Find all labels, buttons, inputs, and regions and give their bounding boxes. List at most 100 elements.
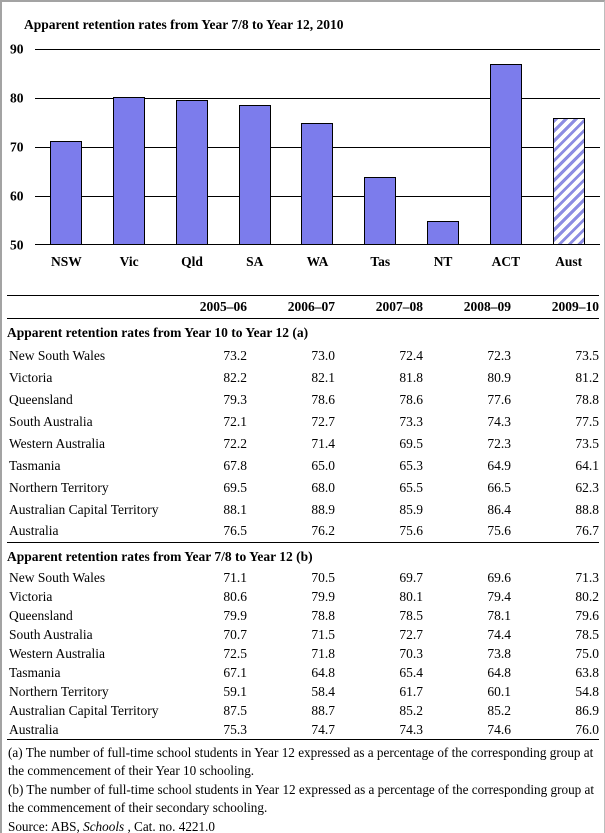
source-prefix: Source: ABS,: [8, 819, 84, 833]
row-label: Western Australia: [9, 435, 106, 451]
cell-value: 88.1: [223, 501, 247, 517]
cell-value: 82.1: [311, 369, 335, 385]
cell-value: 81.8: [399, 369, 423, 385]
cell-value: 65.5: [399, 479, 423, 495]
y-axis-tick-label: 50: [10, 237, 24, 253]
cell-value: 73.2: [223, 347, 247, 363]
cell-value: 85.2: [487, 703, 511, 718]
cell-value: 80.1: [399, 589, 423, 604]
cell-value: 85.2: [399, 703, 423, 718]
cell-value: 58.4: [311, 684, 335, 699]
cell-value: 79.4: [487, 589, 511, 604]
column-header: 2006–07: [287, 299, 335, 314]
cell-value: 77.6: [487, 391, 511, 407]
x-axis-label: SA: [246, 254, 264, 269]
cell-value: 88.8: [575, 501, 599, 517]
cell-value: 74.3: [487, 413, 511, 429]
table-row: Tasmania 67.8 65.0 65.3 64.9 64.1: [7, 455, 599, 477]
source-suffix: , Cat. no. 4221.0: [124, 819, 215, 833]
row-label: Northern Territory: [9, 684, 109, 699]
cell-value: 81.2: [575, 369, 599, 385]
footnote-a: (a) The number of full-time school stude…: [8, 745, 594, 778]
column-header: 2008–09: [463, 299, 511, 314]
row-label: South Australia: [9, 627, 93, 642]
bar-sa: [238, 105, 271, 245]
cell-value: 73.0: [311, 347, 335, 363]
cell-value: 60.1: [487, 684, 511, 699]
y-axis-tick-label: 80: [10, 90, 24, 106]
table-row: South Australia 70.7 71.5 72.7 74.4 78.5: [7, 626, 599, 645]
cell-value: 66.5: [487, 479, 511, 495]
table-row: Australian Capital Territory 87.5 88.7 85.2…: [7, 702, 599, 721]
gridline: [35, 98, 600, 99]
section-heading: Apparent retention rates from Year 10 to…: [7, 324, 309, 340]
y-axis-tick-label: 90: [10, 41, 24, 57]
cell-value: 64.1: [575, 457, 599, 473]
cell-value: 62.3: [575, 479, 599, 495]
section-heading-row: Apparent retention rates from Year 7/8 t…: [7, 543, 599, 569]
cell-value: 71.5: [311, 627, 335, 642]
table-header-row: 2005–06 2006–07 2007–08 2008–09 2009–10: [7, 295, 599, 319]
cell-value: 86.9: [575, 703, 599, 718]
bar-nsw: [50, 140, 83, 245]
y-axis: 90 80 70 60 50: [2, 42, 35, 251]
source-publication: Schools: [83, 819, 125, 833]
row-label: Western Australia: [9, 646, 106, 661]
cell-value: 71.4: [311, 435, 335, 451]
table-row: Northern Territory 59.1 58.4 61.7 60.1 54.8: [7, 683, 599, 702]
cell-value: 77.5: [575, 413, 599, 429]
table-row: South Australia 72.1 72.7 73.3 74.3 77.5: [7, 411, 599, 433]
x-axis-label: NT: [433, 254, 453, 269]
cell-value: 69.5: [399, 435, 423, 451]
table-row: Australian Capital Territory 88.1 88.9 85.9…: [7, 499, 599, 521]
table-row: Western Australia 72.5 71.8 70.3 73.8 75.0: [7, 645, 599, 664]
cell-value: 78.6: [399, 391, 423, 407]
cell-value: 61.7: [399, 684, 423, 699]
cell-value: 78.5: [575, 627, 599, 642]
cell-value: 69.6: [487, 570, 511, 585]
row-label: Victoria: [9, 369, 53, 385]
cell-value: 86.4: [487, 501, 511, 517]
cell-value: 71.1: [223, 570, 247, 585]
x-axis-label: Tas: [370, 254, 391, 269]
cell-value: 54.8: [575, 684, 599, 699]
cell-value: 65.3: [399, 457, 423, 473]
cell-value: 80.6: [223, 589, 247, 604]
table-row: New South Wales 73.2 73.0 72.4 72.3 73.5: [7, 345, 599, 367]
cell-value: 79.3: [223, 391, 247, 407]
cell-value: 71.8: [311, 646, 335, 661]
cell-value: 76.2: [311, 523, 335, 539]
cell-value: 82.2: [223, 369, 247, 385]
column-header: 2007–08: [375, 299, 423, 314]
cell-value: 74.6: [487, 721, 511, 737]
cell-value: 80.2: [575, 589, 599, 604]
table-row: Western Australia 72.2 71.4 69.5 72.3 73.5: [7, 433, 599, 455]
plot-area: [35, 49, 600, 245]
row-label: Australia: [9, 721, 59, 737]
column-header: 2009–10: [551, 299, 599, 314]
cell-value: 64.9: [487, 457, 511, 473]
table-row: Queensland 79.9 78.8 78.5 78.1 79.6: [7, 607, 599, 626]
cell-value: 73.5: [575, 347, 599, 363]
cell-value: 76.7: [575, 523, 599, 539]
table-body: Apparent retention rates from Year 10 to…: [7, 319, 599, 740]
cell-value: 72.4: [399, 347, 423, 363]
x-axis-label: Qld: [181, 254, 203, 269]
cell-value: 78.5: [399, 608, 423, 623]
cell-value: 70.7: [223, 627, 247, 642]
cell-value: 73.3: [399, 413, 423, 429]
table-row: Victoria 82.2 82.1 81.8 80.9 81.2: [7, 367, 599, 389]
footnote-b: (b) The number of full-time school stude…: [8, 782, 595, 815]
cell-value: 70.3: [399, 646, 423, 661]
bar-wa: [301, 122, 334, 245]
cell-value: 78.6: [311, 391, 335, 407]
table-row: Australia 76.5 76.2 75.6 75.6 76.7: [7, 521, 599, 543]
cell-value: 75.6: [487, 523, 511, 539]
x-axis-label: WA: [306, 254, 329, 269]
row-label: Queensland: [9, 608, 73, 623]
table-row: Tasmania 67.1 64.8 65.4 64.8 63.8: [7, 664, 599, 683]
table-row: Northern Territory 69.5 68.0 65.5 66.5 62.3: [7, 477, 599, 499]
cell-value: 85.9: [399, 501, 423, 517]
row-label: Tasmania: [9, 457, 61, 473]
